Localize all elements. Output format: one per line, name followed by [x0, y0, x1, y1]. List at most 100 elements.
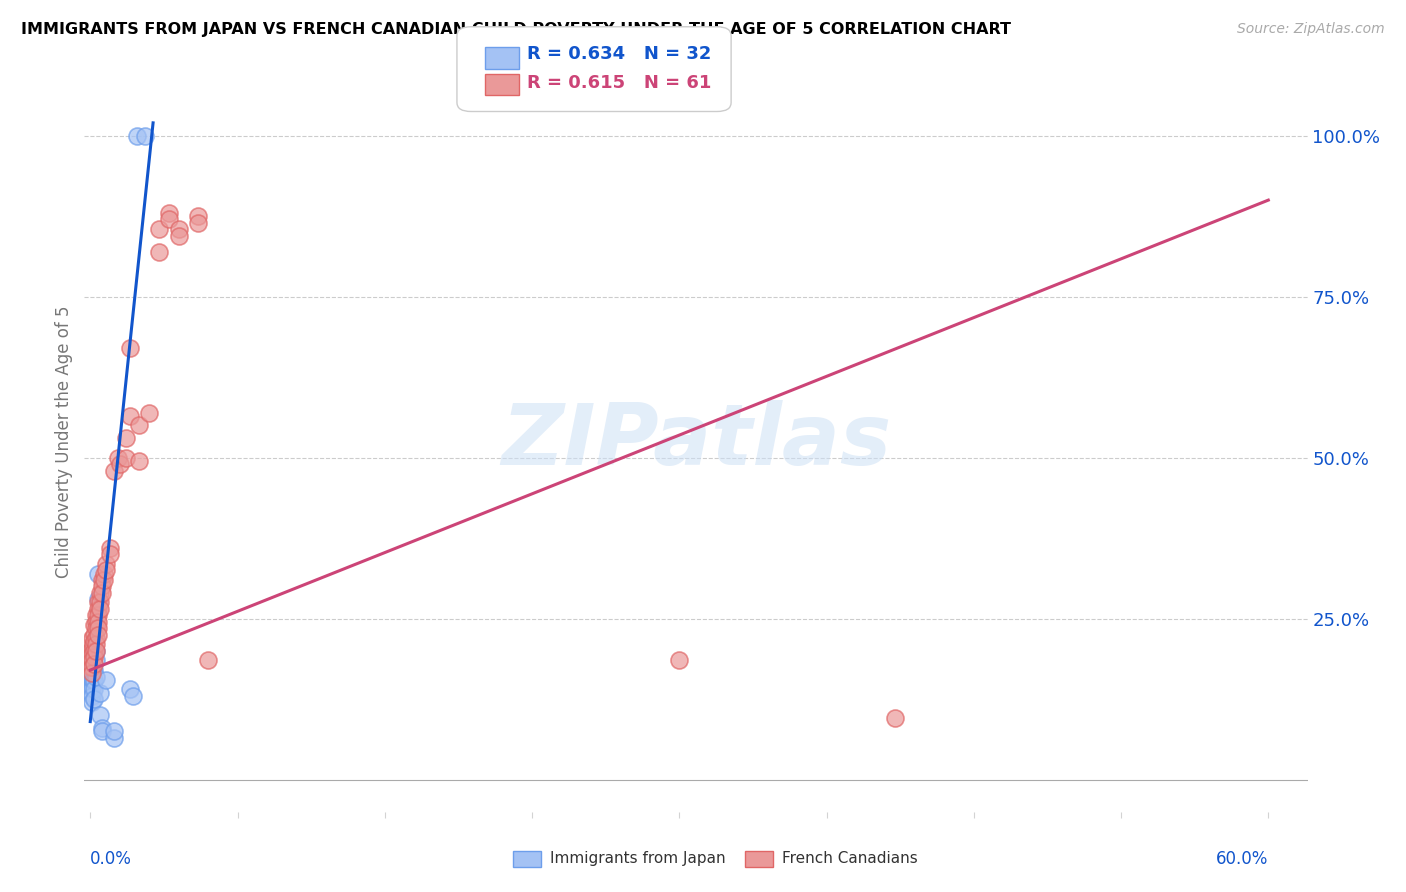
Point [84, 669, 107, 683]
Text: 60.0%: 60.0% [1216, 850, 1268, 868]
Point [118, 682, 141, 697]
Point [82, 653, 104, 667]
Point [84, 631, 107, 645]
Point [82, 640, 104, 655]
Point [84, 653, 107, 667]
Text: IMMIGRANTS FROM JAPAN VS FRENCH CANADIAN CHILD POVERTY UNDER THE AGE OF 5 CORREL: IMMIGRANTS FROM JAPAN VS FRENCH CANADIAN… [21, 22, 1011, 37]
Point [167, 228, 190, 243]
Point [187, 216, 209, 230]
Point [84, 644, 107, 658]
Point [82, 647, 104, 661]
Point [89, 586, 111, 600]
Point [82, 631, 104, 645]
Point [91, 724, 114, 739]
Point [80, 644, 103, 658]
Point [83, 692, 105, 706]
Point [134, 128, 156, 143]
Point [80, 685, 103, 699]
Point [87, 615, 110, 629]
Point [83, 650, 105, 665]
Point [80, 679, 103, 693]
Point [89, 685, 111, 699]
Point [127, 128, 149, 143]
Point [83, 682, 105, 697]
Point [103, 731, 125, 745]
Point [157, 212, 180, 227]
Point [148, 222, 170, 236]
Point [91, 579, 114, 593]
Text: ZIPatlas: ZIPatlas [501, 400, 891, 483]
Y-axis label: Child Poverty Under the Age of 5: Child Poverty Under the Age of 5 [55, 305, 73, 578]
Point [80, 650, 103, 665]
Point [82, 679, 104, 693]
Point [80, 673, 103, 687]
Point [93, 573, 115, 587]
Point [94, 557, 117, 571]
Point [93, 566, 115, 581]
Point [84, 644, 107, 658]
Point [87, 602, 110, 616]
Text: 0.0%: 0.0% [90, 850, 132, 868]
Point [98, 547, 121, 561]
Point [107, 450, 129, 465]
Point [83, 644, 105, 658]
Point [82, 673, 104, 687]
Point [91, 573, 114, 587]
Point [157, 206, 180, 220]
Point [87, 592, 110, 607]
Point [87, 628, 110, 642]
Point [82, 663, 104, 677]
Point [122, 689, 145, 703]
Point [108, 457, 131, 471]
Point [167, 222, 190, 236]
Point [118, 409, 141, 423]
Point [94, 563, 117, 577]
Point [114, 431, 136, 445]
Point [89, 595, 111, 609]
Point [87, 595, 110, 609]
Point [91, 586, 114, 600]
Text: Source: ZipAtlas.com: Source: ZipAtlas.com [1237, 22, 1385, 37]
Point [89, 602, 111, 616]
Point [884, 711, 907, 725]
Point [83, 663, 105, 677]
Point [118, 341, 141, 355]
Point [148, 244, 170, 259]
Text: French Canadians: French Canadians [782, 852, 918, 866]
Point [187, 209, 209, 223]
Point [83, 673, 105, 687]
Point [80, 660, 103, 674]
Point [82, 660, 104, 674]
Point [89, 708, 111, 723]
Point [87, 608, 110, 623]
Point [82, 689, 104, 703]
Point [83, 628, 105, 642]
Text: R = 0.634   N = 32: R = 0.634 N = 32 [527, 45, 711, 62]
Point [668, 653, 690, 667]
Point [128, 454, 150, 468]
Point [82, 673, 104, 687]
Point [82, 669, 104, 683]
Point [114, 450, 136, 465]
Point [98, 541, 121, 555]
Point [128, 418, 150, 433]
Point [103, 724, 125, 739]
Point [82, 666, 104, 681]
Point [84, 637, 107, 651]
Point [83, 634, 105, 648]
Point [103, 463, 125, 477]
Point [87, 566, 110, 581]
Point [84, 615, 107, 629]
Point [84, 608, 107, 623]
Point [83, 618, 105, 632]
Text: R = 0.615   N = 61: R = 0.615 N = 61 [527, 74, 711, 92]
Point [94, 673, 117, 687]
Point [83, 657, 105, 671]
Point [82, 682, 104, 697]
Point [138, 406, 160, 420]
Point [87, 621, 110, 635]
Point [82, 637, 104, 651]
Point [82, 660, 104, 674]
Point [91, 721, 114, 735]
Point [82, 695, 104, 709]
